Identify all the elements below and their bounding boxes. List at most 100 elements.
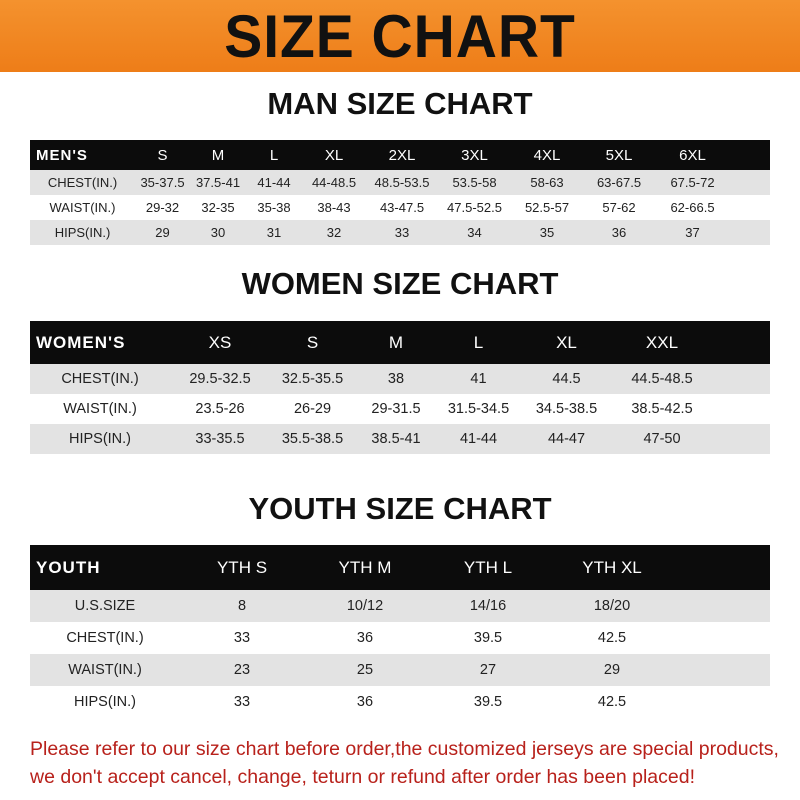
measurement-cell: 23.5-26 bbox=[195, 401, 245, 417]
row-label: U.S.SIZE bbox=[74, 598, 136, 614]
table-title-cell: MEN'S bbox=[36, 146, 88, 164]
measurement-cell: 29.5-32.5 bbox=[189, 371, 251, 387]
men-size-table: MEN'S S M L XL 2XL 3XL 4XL 5XL 6XL CHEST(IN.) 35-37… bbox=[30, 140, 770, 245]
size-header: L bbox=[269, 146, 279, 164]
row-label: WAIST(IN.) bbox=[63, 401, 137, 417]
table-row: U.S.SIZE 8 10/12 14/16 18/20 bbox=[30, 590, 770, 622]
measurement-cell: 44-48.5 bbox=[311, 175, 357, 190]
measurement-cell: 36 bbox=[356, 694, 374, 710]
measurement-cell: 25 bbox=[356, 662, 374, 678]
measurement-cell: 30 bbox=[210, 225, 226, 240]
filler-cell bbox=[711, 321, 770, 364]
table-row: HIPS(IN.) 33 36 39.5 42.5 bbox=[30, 686, 770, 718]
women-header-row: WOMEN'S XS S M L XL XXL bbox=[30, 321, 770, 364]
filler-cell bbox=[674, 686, 770, 718]
size-header: M bbox=[388, 332, 404, 352]
measurement-cell: 62-66.5 bbox=[670, 200, 715, 215]
size-header: YTH XL bbox=[582, 557, 642, 577]
measurement-cell: 29-32 bbox=[145, 200, 180, 215]
youth-size-table: YOUTH YTH S YTH M YTH L YTH XL U.S.SIZE 8 10/12… bbox=[30, 545, 770, 718]
measurement-cell: 33 bbox=[233, 694, 251, 710]
measurement-cell: 8 bbox=[237, 598, 247, 614]
banner: SIZE CHART bbox=[0, 0, 800, 72]
size-header: 5XL bbox=[605, 146, 633, 164]
size-header: XS bbox=[208, 332, 232, 352]
measurement-cell: 29 bbox=[603, 662, 621, 678]
measurement-cell: 38-43 bbox=[317, 200, 351, 215]
filler-cell bbox=[711, 364, 770, 394]
filler-cell bbox=[730, 220, 770, 245]
measurement-cell: 26-29 bbox=[293, 401, 332, 417]
measurement-cell: 58-63 bbox=[530, 175, 564, 190]
measurement-cell: 37 bbox=[685, 225, 700, 240]
filler-cell bbox=[674, 545, 770, 590]
measurement-cell: 35-38 bbox=[257, 200, 291, 215]
measurement-cell: 41 bbox=[470, 371, 487, 387]
row-label: CHEST(IN.) bbox=[47, 175, 118, 190]
order-notice-line-1: Please refer to our size chart before or… bbox=[30, 738, 779, 760]
measurement-cell: 41-44 bbox=[257, 175, 291, 190]
measurement-cell: 53.5-58 bbox=[452, 175, 497, 190]
size-header: XL bbox=[324, 146, 344, 164]
table-row: HIPS(IN.) 33-35.5 35.5-38.5 38.5-41 41-44 44-… bbox=[30, 424, 770, 454]
row-label: HIPS(IN.) bbox=[68, 431, 132, 447]
size-header: S bbox=[157, 146, 168, 164]
women-section-title: WOMEN SIZE CHART bbox=[241, 266, 559, 301]
size-header: 3XL bbox=[461, 146, 488, 164]
measurement-cell: 36 bbox=[356, 630, 374, 646]
table-row: WAIST(IN.) 23.5-26 26-29 29-31.5 31.5-34.5 34… bbox=[30, 394, 770, 424]
banner-title: SIZE CHART bbox=[224, 2, 576, 70]
measurement-cell: 67.5-72 bbox=[670, 175, 715, 190]
measurement-cell: 35.5-38.5 bbox=[281, 431, 344, 447]
measurement-cell: 47.5-52.5 bbox=[447, 200, 502, 215]
measurement-cell: 32-35 bbox=[201, 200, 235, 215]
filler-cell bbox=[730, 170, 770, 195]
measurement-cell: 29 bbox=[155, 225, 170, 240]
measurement-cell: 32 bbox=[326, 225, 342, 240]
size-header: YTH M bbox=[338, 557, 392, 577]
filler-cell bbox=[711, 394, 770, 424]
measurement-cell: 39.5 bbox=[473, 630, 503, 646]
measurement-cell: 18/20 bbox=[593, 598, 631, 614]
table-row: WAIST(IN.) 29-32 32-35 35-38 38-43 43-47.5 47.… bbox=[30, 195, 770, 220]
table-row: CHEST(IN.) 35-37.5 37.5-41 41-44 44-48.5 48.5… bbox=[30, 170, 770, 195]
measurement-cell: 52.5-57 bbox=[524, 200, 570, 215]
measurement-cell: 63-67.5 bbox=[596, 175, 642, 190]
filler-cell bbox=[730, 140, 770, 170]
measurement-cell: 35-37.5 bbox=[140, 175, 185, 190]
measurement-cell: 33-35.5 bbox=[195, 431, 245, 447]
measurement-cell: 32.5-35.5 bbox=[281, 371, 344, 387]
measurement-cell: 44-47 bbox=[547, 431, 586, 447]
measurement-cell: 38.5-41 bbox=[371, 431, 421, 447]
youth-section-title: YOUTH SIZE CHART bbox=[248, 491, 552, 526]
men-section-title: MAN SIZE CHART bbox=[267, 86, 533, 121]
size-header: YTH L bbox=[463, 557, 513, 577]
measurement-cell: 14/16 bbox=[469, 598, 507, 614]
table-row: HIPS(IN.) 29 30 31 32 33 34 35 36 37 bbox=[30, 220, 770, 245]
order-notice: Please refer to our size chart before or… bbox=[30, 735, 790, 791]
measurement-cell: 42.5 bbox=[597, 630, 627, 646]
measurement-cell: 43-47.5 bbox=[379, 200, 425, 215]
filler-cell bbox=[711, 424, 770, 454]
size-header: 2XL bbox=[388, 146, 416, 164]
row-label: HIPS(IN.) bbox=[73, 694, 137, 710]
size-header: L bbox=[473, 332, 484, 352]
measurement-cell: 41-44 bbox=[459, 431, 498, 447]
row-label: CHEST(IN.) bbox=[66, 630, 144, 646]
measurement-cell: 33 bbox=[233, 630, 251, 646]
order-notice-line-2: we don't accept cancel, change, teturn o… bbox=[30, 766, 695, 788]
table-row: CHEST(IN.) 33 36 39.5 42.5 bbox=[30, 622, 770, 654]
youth-header-row: YOUTH YTH S YTH M YTH L YTH XL bbox=[30, 545, 770, 590]
size-header: XXL bbox=[645, 332, 679, 352]
size-header: 4XL bbox=[533, 146, 561, 164]
row-label: WAIST(IN.) bbox=[68, 662, 142, 678]
size-header: S bbox=[306, 332, 319, 352]
size-header: YTH S bbox=[216, 557, 268, 577]
row-label: CHEST(IN.) bbox=[61, 371, 139, 387]
measurement-cell: 10/12 bbox=[346, 598, 384, 614]
row-label: HIPS(IN.) bbox=[54, 225, 111, 240]
size-header: M bbox=[211, 146, 225, 164]
measurement-cell: 47-50 bbox=[643, 431, 681, 447]
measurement-cell: 38.5-42.5 bbox=[631, 401, 693, 417]
measurement-cell: 35 bbox=[539, 225, 555, 240]
